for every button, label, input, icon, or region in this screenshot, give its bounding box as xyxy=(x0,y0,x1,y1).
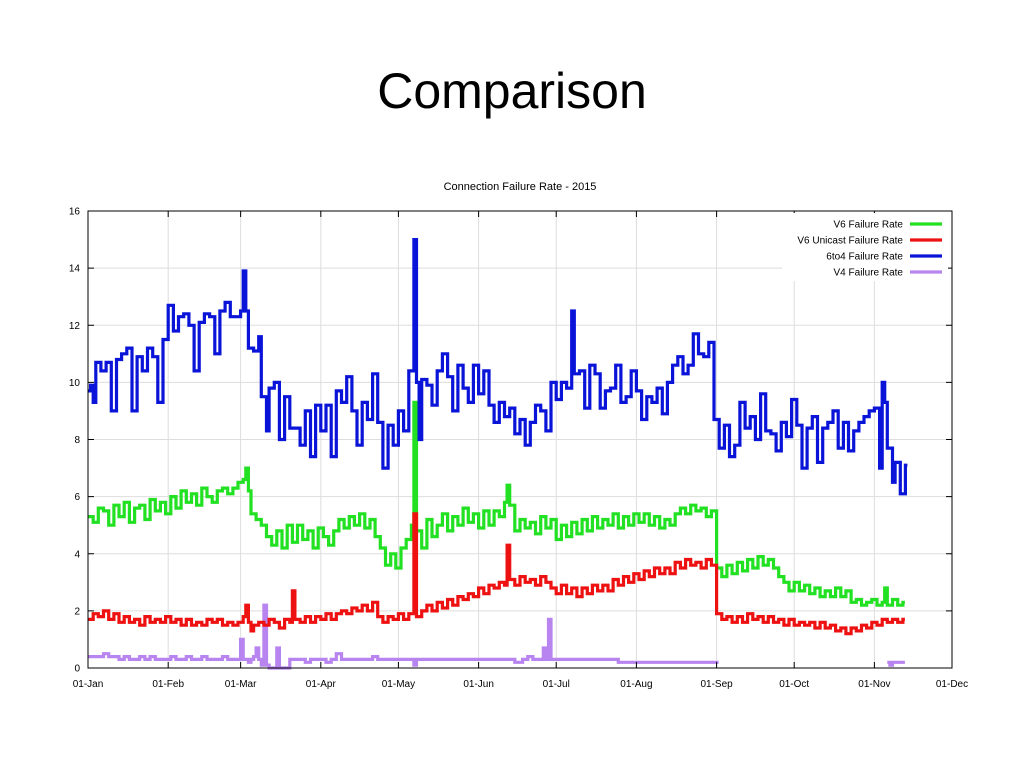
y-tick-label: 16 xyxy=(69,207,81,218)
chart-title: Connection Failure Rate - 2015 xyxy=(444,181,597,193)
series-line-6to4-failure-rate xyxy=(88,238,908,496)
x-tick-label: 01-Jun xyxy=(463,679,494,690)
chart-series xyxy=(88,238,908,670)
legend-label: V6 Failure Rate xyxy=(834,220,904,231)
y-tick-label: 10 xyxy=(69,378,81,389)
y-tick-label: 6 xyxy=(74,492,80,503)
slide-title: Comparison xyxy=(377,63,647,119)
y-tick-label: 2 xyxy=(74,606,80,617)
x-tick-label: 01-May xyxy=(382,679,415,690)
x-tick-label: 01-Feb xyxy=(152,679,184,690)
x-tick-label: 01-Dec xyxy=(936,679,968,690)
chart-axes: 0 2 4 6 8 10 12 14 16 01-Jan 01-Feb 01-Mar 01-Apr 01-… xyxy=(69,207,968,691)
y-tick-label: 0 xyxy=(74,664,80,675)
legend-label: V6 Unicast Failure Rate xyxy=(797,236,903,247)
x-tick-label: 01-Nov xyxy=(858,679,890,690)
x-tick-label: 01-Aug xyxy=(620,679,652,690)
legend-label: 6to4 Failure Rate xyxy=(826,252,903,263)
series-line-v4-failure-rate xyxy=(887,660,905,667)
x-tick-label: 01-Jul xyxy=(543,679,570,690)
legend-label: V4 Failure Rate xyxy=(834,268,904,279)
y-tick-label: 8 xyxy=(74,435,80,446)
y-tick-label: 14 xyxy=(69,264,81,275)
series-line-v4-failure-rate xyxy=(88,603,719,670)
y-tick-label: 12 xyxy=(69,321,81,332)
chart-legend: V6 Failure Rate V6 Unicast Failure Rate 6t… xyxy=(782,213,948,281)
series-line-v6-unicast-failure-rate xyxy=(88,512,905,636)
x-tick-label: 01-Sep xyxy=(700,679,733,690)
series-line-v6-failure-rate xyxy=(88,400,905,607)
x-tick-label: 01-Jan xyxy=(73,679,104,690)
x-tick-label: 01-Apr xyxy=(306,679,337,690)
x-tick-label: 01-Oct xyxy=(779,679,809,690)
y-tick-label: 4 xyxy=(74,549,80,560)
x-tick-label: 01-Mar xyxy=(225,679,257,690)
plot-frame xyxy=(87,210,953,669)
